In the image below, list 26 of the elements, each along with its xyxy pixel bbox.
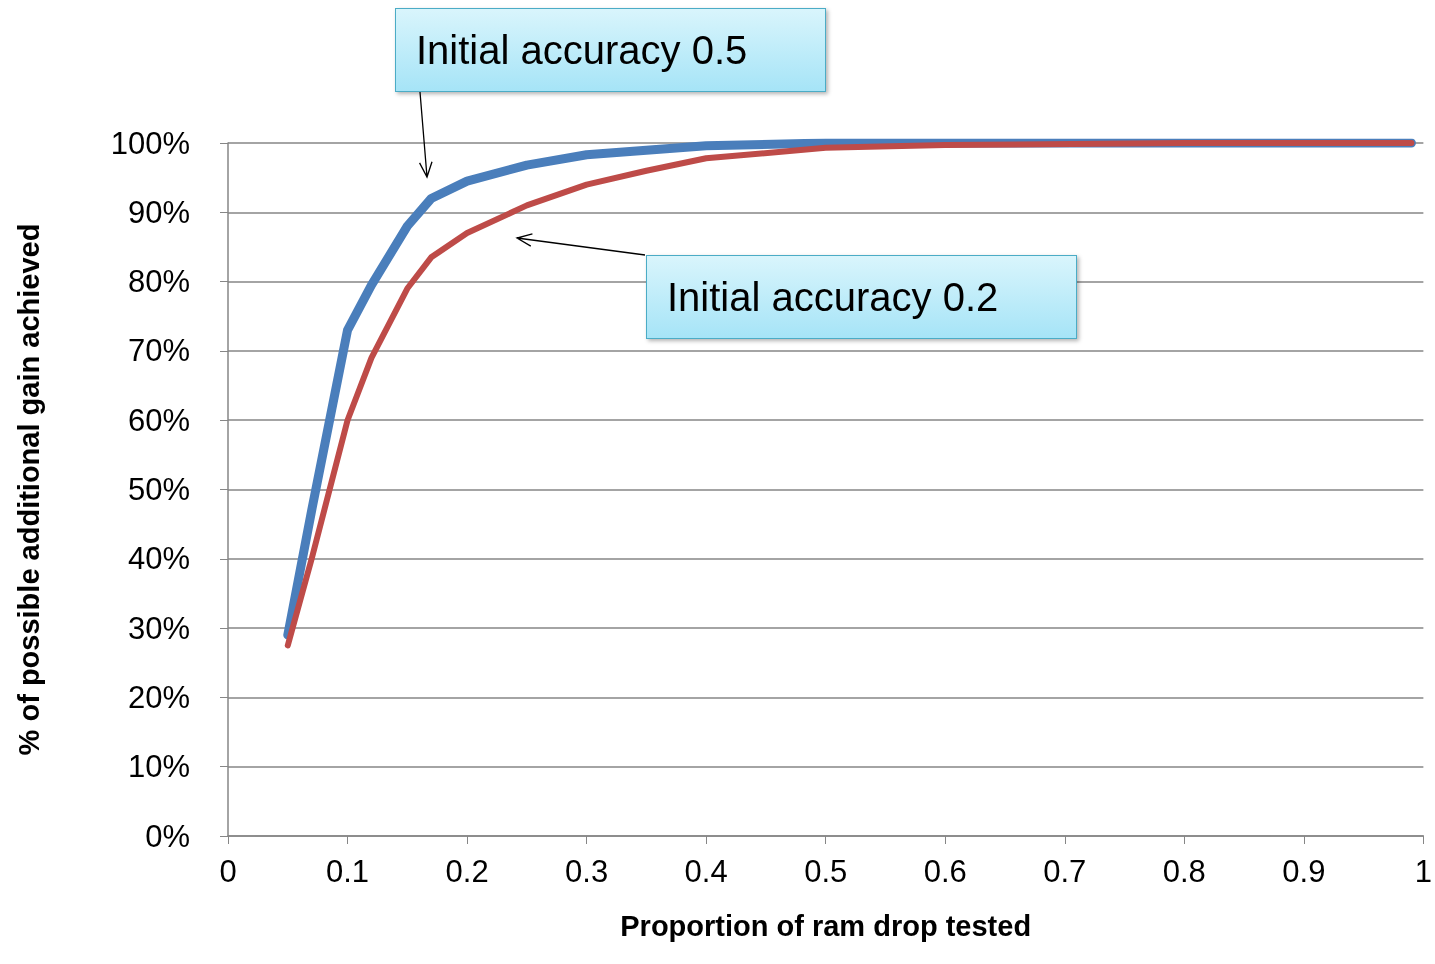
y-axis-title: % of possible additional gain achieved (12, 223, 45, 756)
x-tick-label: 0.5 (804, 854, 848, 889)
y-tick-label: 50% (127, 472, 190, 507)
x-tick-label: 0.9 (1282, 854, 1326, 889)
y-tick-label: 40% (127, 541, 190, 577)
annotation: Initial accuracy 0.2 (646, 255, 1078, 339)
x-tick-label: 0.2 (445, 854, 489, 889)
y-tick-label: 90% (127, 194, 190, 230)
x-tick-label: 1 (1414, 854, 1432, 889)
x-tick-label: 0.8 (1162, 854, 1206, 889)
y-tick-label: 30% (127, 610, 190, 646)
x-tick-label: 0.6 (923, 854, 967, 889)
y-tick-label: 0% (145, 818, 190, 854)
y-tick-label: 60% (127, 402, 190, 438)
y-tick-label: 10% (127, 749, 190, 785)
text: Initial accuracy 0.5 (395, 8, 827, 92)
x-tick-label: 0.1 (325, 854, 370, 889)
x-tick-label: 0.4 (684, 854, 728, 889)
x-tick-label: 0.3 (565, 854, 609, 889)
y-tick-label: 20% (127, 679, 190, 715)
y-tick-label: 100% (110, 125, 190, 161)
y-tick-label: 70% (127, 333, 190, 369)
x-axis-title: Proportion of ram drop tested (620, 909, 1032, 942)
x-tick-label: 0 (219, 854, 237, 889)
x-tick-label: 0.7 (1043, 854, 1087, 889)
y-tick-label: 80% (127, 264, 190, 300)
